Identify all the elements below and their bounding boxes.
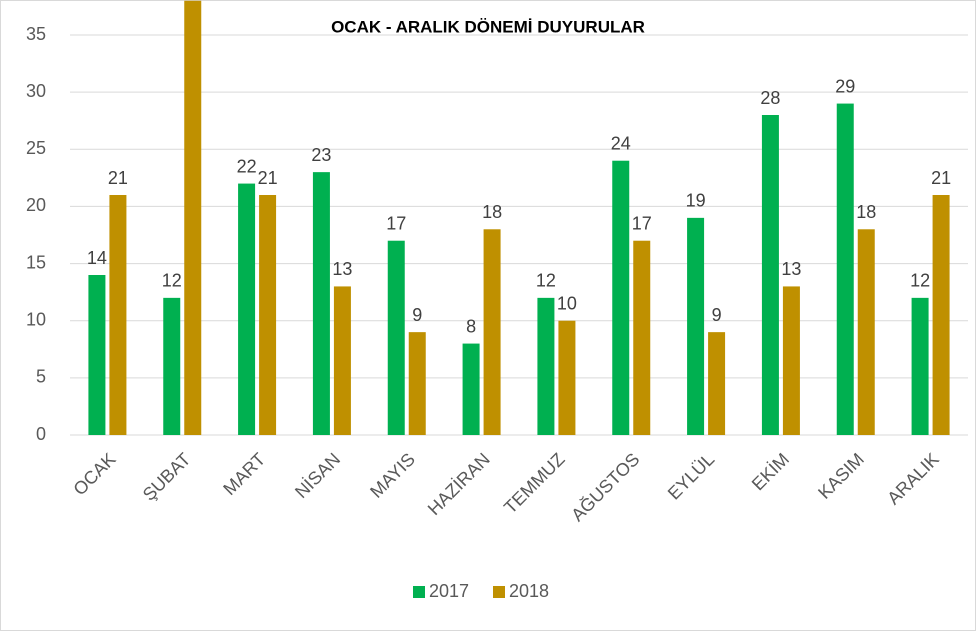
- bar: [761, 115, 779, 435]
- bar: [88, 275, 106, 435]
- data-label: 22: [237, 156, 257, 176]
- bar: [537, 297, 555, 435]
- legend-label: 2017: [429, 581, 469, 601]
- y-tick-label: 35: [26, 24, 46, 44]
- data-label: 12: [536, 271, 556, 291]
- y-tick-label: 0: [36, 424, 46, 444]
- data-label: 18: [856, 202, 876, 222]
- bar: [911, 297, 929, 435]
- data-label: 21: [931, 168, 951, 188]
- y-tick-label: 15: [26, 252, 46, 272]
- y-tick-label: 20: [26, 195, 46, 215]
- data-label: 17: [386, 213, 406, 233]
- bar: [932, 195, 950, 435]
- data-label: 29: [835, 76, 855, 96]
- bar: [483, 229, 501, 435]
- y-tick-label: 25: [26, 138, 46, 158]
- data-label: 17: [632, 213, 652, 233]
- data-label: 13: [332, 259, 352, 279]
- bar: [387, 240, 405, 435]
- bar: [163, 297, 181, 435]
- legend-swatch: [493, 586, 505, 598]
- bar: [238, 183, 256, 435]
- data-label: 13: [781, 259, 801, 279]
- legend-swatch: [413, 586, 425, 598]
- bar: [612, 160, 630, 435]
- bar: [333, 286, 351, 435]
- y-tick-label: 30: [26, 81, 46, 101]
- bar: [184, 0, 202, 435]
- bar: [408, 332, 426, 435]
- bar: [462, 343, 480, 435]
- data-label: 18: [482, 202, 502, 222]
- bar: [708, 332, 726, 435]
- data-label: 21: [108, 168, 128, 188]
- bar: [109, 195, 127, 435]
- data-label: 28: [760, 88, 780, 108]
- bar: [558, 320, 576, 435]
- data-label: 12: [162, 271, 182, 291]
- data-label: 19: [686, 191, 706, 211]
- bar: [259, 195, 277, 435]
- data-label: 9: [712, 305, 722, 325]
- bar: [782, 286, 800, 435]
- bar: [836, 103, 854, 436]
- bar: [633, 240, 651, 435]
- data-label: 9: [412, 305, 422, 325]
- bar: [312, 172, 330, 435]
- data-label: 21: [258, 168, 278, 188]
- y-tick-label: 10: [26, 309, 46, 329]
- legend-label: 2018: [509, 581, 549, 601]
- chart-title: OCAK - ARALIK DÖNEMİ DUYURULAR: [331, 17, 645, 36]
- bar: [687, 217, 705, 435]
- data-label: 8: [466, 316, 476, 336]
- data-label: 24: [611, 133, 631, 153]
- y-tick-label: 5: [36, 367, 46, 387]
- data-label: 10: [557, 293, 577, 313]
- data-label: 23: [311, 145, 331, 165]
- data-label: 14: [87, 248, 107, 268]
- data-label: 12: [910, 271, 930, 291]
- bar: [857, 229, 875, 435]
